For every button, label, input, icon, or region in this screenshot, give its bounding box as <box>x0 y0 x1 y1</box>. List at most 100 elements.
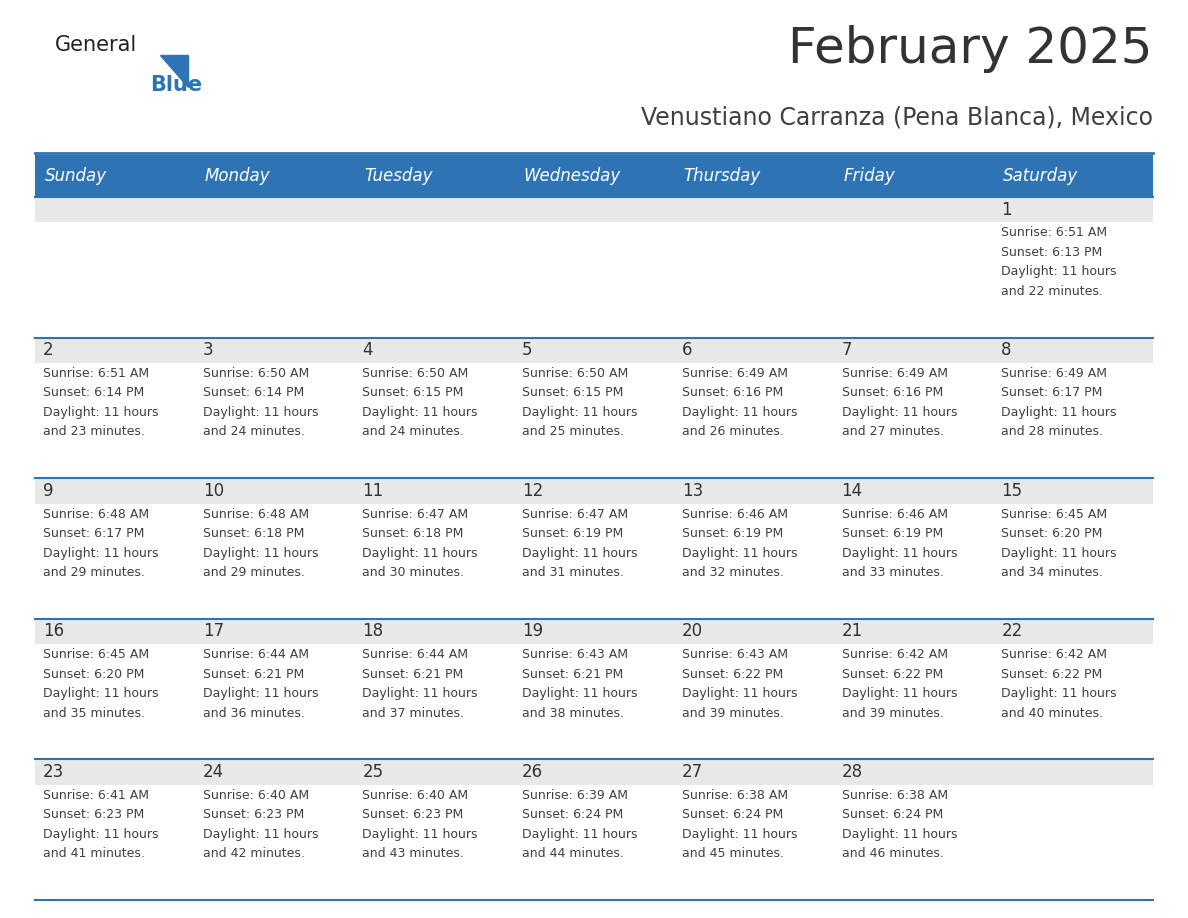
Text: 11: 11 <box>362 482 384 500</box>
Text: and 38 minutes.: and 38 minutes. <box>523 707 624 720</box>
Text: and 39 minutes.: and 39 minutes. <box>682 707 784 720</box>
Text: 21: 21 <box>841 622 862 641</box>
Text: Sunset: 6:22 PM: Sunset: 6:22 PM <box>682 667 783 680</box>
Text: Sunrise: 6:42 AM: Sunrise: 6:42 AM <box>1001 648 1107 661</box>
Text: Sunset: 6:24 PM: Sunset: 6:24 PM <box>682 808 783 822</box>
Text: Daylight: 11 hours: Daylight: 11 hours <box>1001 687 1117 700</box>
Text: Sunrise: 6:43 AM: Sunrise: 6:43 AM <box>523 648 628 661</box>
Text: Daylight: 11 hours: Daylight: 11 hours <box>682 687 797 700</box>
Text: Sunrise: 6:41 AM: Sunrise: 6:41 AM <box>43 789 148 801</box>
Text: 5: 5 <box>523 341 532 359</box>
Text: Sunset: 6:17 PM: Sunset: 6:17 PM <box>1001 386 1102 399</box>
Bar <box>834 155 993 197</box>
Text: Sunset: 6:23 PM: Sunset: 6:23 PM <box>203 808 304 822</box>
Text: Sunset: 6:23 PM: Sunset: 6:23 PM <box>43 808 144 822</box>
Text: Blue: Blue <box>150 75 202 95</box>
Text: Sunset: 6:18 PM: Sunset: 6:18 PM <box>203 527 304 540</box>
Text: Sunset: 6:18 PM: Sunset: 6:18 PM <box>362 527 463 540</box>
Text: Sunset: 6:22 PM: Sunset: 6:22 PM <box>841 667 943 680</box>
Text: Sunrise: 6:48 AM: Sunrise: 6:48 AM <box>203 508 309 521</box>
Text: Daylight: 11 hours: Daylight: 11 hours <box>203 546 318 559</box>
Text: Thursday: Thursday <box>683 167 760 185</box>
Text: Sunrise: 6:40 AM: Sunrise: 6:40 AM <box>203 789 309 801</box>
Polygon shape <box>160 55 188 87</box>
Text: Sunrise: 6:38 AM: Sunrise: 6:38 AM <box>841 789 948 801</box>
Text: Daylight: 11 hours: Daylight: 11 hours <box>43 828 158 841</box>
Text: and 23 minutes.: and 23 minutes. <box>43 425 145 439</box>
Text: and 29 minutes.: and 29 minutes. <box>43 566 145 579</box>
Text: Daylight: 11 hours: Daylight: 11 hours <box>362 546 478 559</box>
Text: 9: 9 <box>43 482 53 500</box>
Text: Sunrise: 6:42 AM: Sunrise: 6:42 AM <box>841 648 948 661</box>
Text: Sunrise: 6:49 AM: Sunrise: 6:49 AM <box>682 367 788 380</box>
Text: and 27 minutes.: and 27 minutes. <box>841 425 943 439</box>
Text: and 31 minutes.: and 31 minutes. <box>523 566 624 579</box>
Bar <box>34 619 1154 644</box>
Text: Daylight: 11 hours: Daylight: 11 hours <box>523 828 638 841</box>
Text: Sunset: 6:14 PM: Sunset: 6:14 PM <box>203 386 304 399</box>
Text: Daylight: 11 hours: Daylight: 11 hours <box>682 406 797 419</box>
Text: Sunset: 6:17 PM: Sunset: 6:17 PM <box>43 527 145 540</box>
Text: Sunrise: 6:50 AM: Sunrise: 6:50 AM <box>523 367 628 380</box>
Text: 2: 2 <box>43 341 53 359</box>
Text: and 37 minutes.: and 37 minutes. <box>362 707 465 720</box>
Bar <box>514 155 674 197</box>
Text: Daylight: 11 hours: Daylight: 11 hours <box>1001 265 1117 278</box>
Text: 1: 1 <box>1001 201 1012 218</box>
Text: and 36 minutes.: and 36 minutes. <box>203 707 304 720</box>
Text: and 24 minutes.: and 24 minutes. <box>362 425 465 439</box>
Text: 6: 6 <box>682 341 693 359</box>
Text: Sunset: 6:21 PM: Sunset: 6:21 PM <box>362 667 463 680</box>
Text: Daylight: 11 hours: Daylight: 11 hours <box>682 828 797 841</box>
Text: and 22 minutes.: and 22 minutes. <box>1001 285 1104 297</box>
Text: Daylight: 11 hours: Daylight: 11 hours <box>362 406 478 419</box>
Text: 3: 3 <box>203 341 214 359</box>
Text: Sunset: 6:16 PM: Sunset: 6:16 PM <box>841 386 943 399</box>
Bar <box>34 759 1154 785</box>
Text: Sunset: 6:19 PM: Sunset: 6:19 PM <box>841 527 943 540</box>
Text: Sunrise: 6:46 AM: Sunrise: 6:46 AM <box>841 508 948 521</box>
Text: and 26 minutes.: and 26 minutes. <box>682 425 784 439</box>
Text: Daylight: 11 hours: Daylight: 11 hours <box>43 687 158 700</box>
Text: Sunrise: 6:50 AM: Sunrise: 6:50 AM <box>362 367 468 380</box>
Text: Sunrise: 6:51 AM: Sunrise: 6:51 AM <box>1001 227 1107 240</box>
Text: Daylight: 11 hours: Daylight: 11 hours <box>523 546 638 559</box>
Text: 7: 7 <box>841 341 852 359</box>
Text: Sunrise: 6:44 AM: Sunrise: 6:44 AM <box>362 648 468 661</box>
Text: 13: 13 <box>682 482 703 500</box>
Text: Sunday: Sunday <box>45 167 107 185</box>
Text: Sunrise: 6:45 AM: Sunrise: 6:45 AM <box>43 648 150 661</box>
Text: 10: 10 <box>203 482 223 500</box>
Text: 8: 8 <box>1001 341 1012 359</box>
Text: 28: 28 <box>841 763 862 781</box>
Text: Sunset: 6:19 PM: Sunset: 6:19 PM <box>682 527 783 540</box>
Text: Sunrise: 6:44 AM: Sunrise: 6:44 AM <box>203 648 309 661</box>
Text: Sunrise: 6:38 AM: Sunrise: 6:38 AM <box>682 789 788 801</box>
Text: Sunrise: 6:48 AM: Sunrise: 6:48 AM <box>43 508 150 521</box>
Text: Monday: Monday <box>204 167 270 185</box>
Text: Daylight: 11 hours: Daylight: 11 hours <box>1001 406 1117 419</box>
Text: Sunset: 6:20 PM: Sunset: 6:20 PM <box>1001 527 1102 540</box>
Text: Sunset: 6:20 PM: Sunset: 6:20 PM <box>43 667 145 680</box>
Text: Sunrise: 6:43 AM: Sunrise: 6:43 AM <box>682 648 788 661</box>
Bar <box>674 155 834 197</box>
Text: 4: 4 <box>362 341 373 359</box>
Bar <box>34 197 1154 222</box>
Text: Daylight: 11 hours: Daylight: 11 hours <box>362 828 478 841</box>
Text: Sunrise: 6:50 AM: Sunrise: 6:50 AM <box>203 367 309 380</box>
Text: Sunrise: 6:49 AM: Sunrise: 6:49 AM <box>841 367 948 380</box>
Text: Daylight: 11 hours: Daylight: 11 hours <box>203 406 318 419</box>
Bar <box>34 338 1154 363</box>
Text: Daylight: 11 hours: Daylight: 11 hours <box>841 546 958 559</box>
Text: Daylight: 11 hours: Daylight: 11 hours <box>362 687 478 700</box>
Text: Daylight: 11 hours: Daylight: 11 hours <box>523 687 638 700</box>
Text: 18: 18 <box>362 622 384 641</box>
Text: Sunset: 6:22 PM: Sunset: 6:22 PM <box>1001 667 1102 680</box>
Text: 12: 12 <box>523 482 543 500</box>
Text: Daylight: 11 hours: Daylight: 11 hours <box>203 828 318 841</box>
Bar <box>34 478 1154 619</box>
Text: 24: 24 <box>203 763 223 781</box>
Text: and 43 minutes.: and 43 minutes. <box>362 847 465 860</box>
Bar <box>195 155 354 197</box>
Text: and 34 minutes.: and 34 minutes. <box>1001 566 1104 579</box>
